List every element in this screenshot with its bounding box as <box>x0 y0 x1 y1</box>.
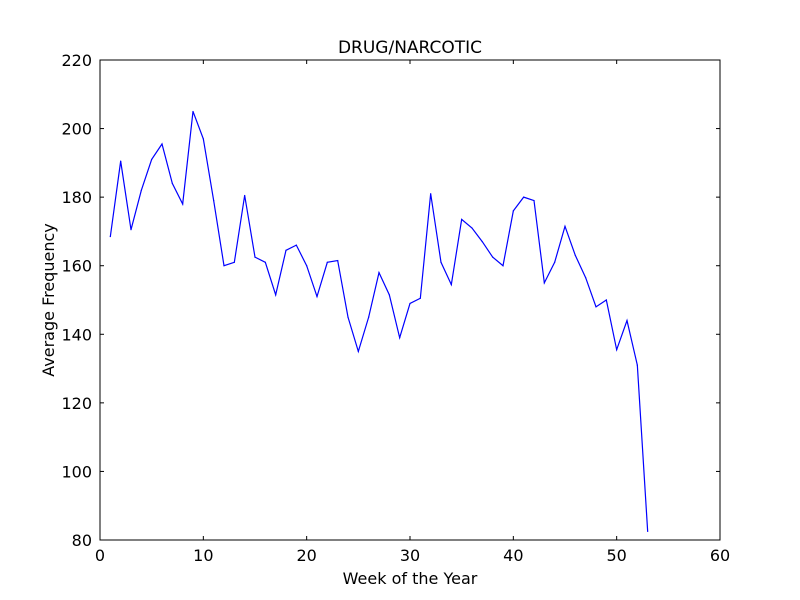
x-tick-label: 20 <box>296 546 316 565</box>
data-point <box>223 265 225 267</box>
data-point <box>502 265 504 267</box>
data-point <box>151 158 153 161</box>
data-point <box>161 143 163 145</box>
data-point <box>233 261 235 263</box>
x-tick-label: 50 <box>606 546 626 565</box>
data-point <box>264 261 266 263</box>
data-point <box>647 530 649 533</box>
data-point <box>492 256 494 258</box>
data-point <box>326 261 328 263</box>
data-point <box>585 277 587 279</box>
y-tick-label: 180 <box>61 188 92 207</box>
data-point <box>626 319 628 322</box>
data-point <box>605 299 607 301</box>
data-point <box>481 241 483 243</box>
data-point <box>357 350 359 353</box>
x-tick-label: 60 <box>710 546 730 565</box>
data-point <box>595 306 597 308</box>
chart-title: DRUG/NARCOTIC <box>338 38 482 58</box>
data-point <box>202 138 204 140</box>
y-tick-label: 220 <box>61 51 92 70</box>
data-point <box>109 235 111 238</box>
data-point <box>182 203 184 205</box>
data-point <box>368 316 370 318</box>
data-point <box>316 295 318 298</box>
data-point <box>564 225 566 227</box>
data-point <box>388 294 390 296</box>
data-point <box>140 189 142 191</box>
data-point <box>399 337 401 339</box>
data-point <box>120 160 122 162</box>
y-axis-label: Average Frequency <box>39 223 58 376</box>
data-point <box>616 349 618 351</box>
data-point <box>450 283 452 286</box>
data-point <box>254 256 256 258</box>
data-point <box>523 196 525 198</box>
x-tick-label: 0 <box>95 546 105 565</box>
y-tick-label: 140 <box>61 325 92 344</box>
x-axis-label: Week of the Year <box>343 569 478 588</box>
data-point <box>130 229 132 231</box>
data-point <box>409 302 411 305</box>
data-point <box>440 261 442 263</box>
y-tick-label: 120 <box>61 394 92 413</box>
tick-layer: 0 10 20 30 40 50 60 80 100 120 140 160 180 200 220 <box>61 51 730 565</box>
data-point <box>543 282 545 284</box>
data-point <box>213 199 215 202</box>
series-layer <box>109 110 649 533</box>
y-tick-label: 100 <box>61 462 92 481</box>
data-point <box>275 294 277 296</box>
y-tick-label: 160 <box>61 257 92 276</box>
data-point <box>636 364 638 366</box>
data-point <box>192 110 194 113</box>
data-point <box>171 182 173 185</box>
data-point <box>378 271 380 274</box>
data-point <box>285 249 287 251</box>
x-tick-label: 40 <box>503 546 523 565</box>
y-tick-label: 80 <box>72 531 92 550</box>
data-point <box>471 227 473 229</box>
data-point <box>461 218 463 221</box>
data-point <box>347 316 349 318</box>
x-tick-label: 30 <box>400 546 420 565</box>
data-point <box>512 210 514 212</box>
x-tick-label: 10 <box>193 546 213 565</box>
y-tick-label: 200 <box>61 120 92 139</box>
data-point <box>295 244 297 246</box>
data-point <box>337 259 339 262</box>
data-point <box>419 297 421 299</box>
data-point <box>430 193 432 195</box>
data-point <box>306 265 308 267</box>
data-point <box>533 199 535 202</box>
data-point <box>574 254 576 257</box>
data-point <box>554 261 556 263</box>
data-point <box>244 194 246 197</box>
